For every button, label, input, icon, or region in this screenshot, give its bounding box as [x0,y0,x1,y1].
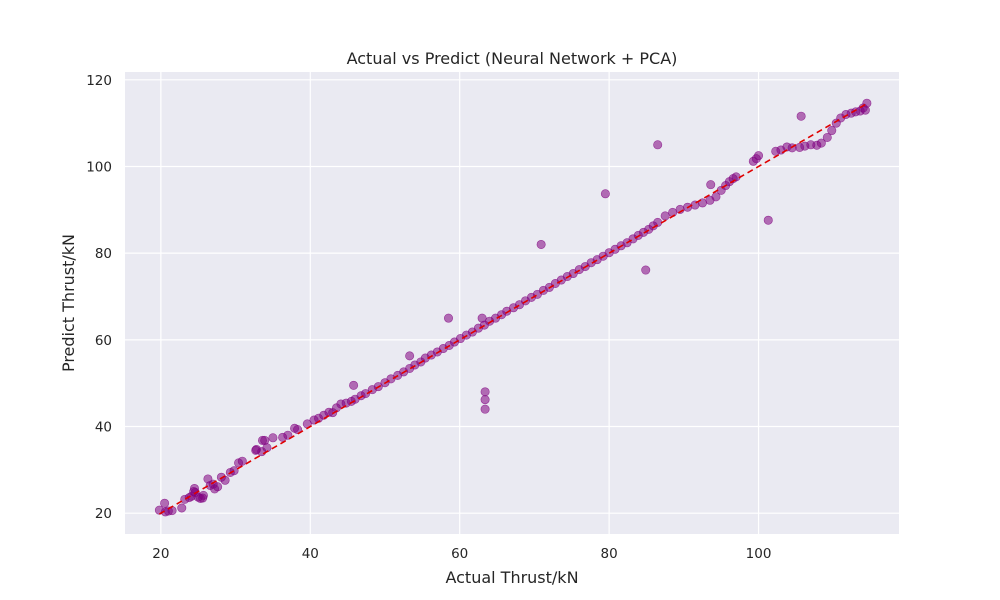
data-point [443,313,453,323]
y-tick-label: 20 [95,506,112,522]
data-point [827,126,837,136]
grid-lines [125,72,899,534]
y-tick-label: 120 [86,73,112,89]
y-axis-label: Predict Thrust/kN [59,234,78,372]
data-point [668,207,678,217]
data-point [706,180,716,190]
data-point [177,503,187,513]
y-tick-label: 80 [95,246,112,262]
data-point [711,192,721,202]
x-tick-labels: 20 40 60 80 100 [152,546,771,562]
x-tick-label: 100 [746,546,772,562]
data-point [641,265,651,275]
data-point [405,351,415,361]
data-point [257,435,267,445]
data-point [293,425,303,435]
data-point [480,395,490,405]
data-point [660,211,670,221]
x-tick-label: 80 [601,546,618,562]
data-point [189,483,199,493]
data-point [754,151,764,161]
y-tick-label: 100 [86,159,112,175]
plot-area [125,72,899,534]
data-point [796,111,806,121]
data-point [237,456,247,466]
data-point [477,313,487,323]
data-point [198,490,208,500]
data-point [600,189,610,199]
data-point [480,387,490,397]
data-point [536,239,546,249]
data-point [349,380,359,390]
data-point [816,138,826,148]
x-tick-label: 40 [302,546,319,562]
data-point [229,466,239,476]
data-point [268,433,278,443]
data-point [653,140,663,150]
data-points [154,98,872,517]
y-tick-label: 40 [95,420,112,436]
y-tick-label: 60 [95,333,112,349]
data-point [480,404,490,414]
data-point [251,444,261,454]
data-point [763,215,773,225]
data-point [822,132,832,142]
reference-line-layer [158,102,868,515]
data-point [283,430,293,440]
y-tick-labels: 20 40 60 80 100 120 [86,73,112,522]
data-point [213,482,223,492]
data-point [160,498,170,508]
x-tick-label: 20 [152,546,169,562]
reference-line [158,102,868,515]
data-point [262,443,272,453]
x-tick-label: 60 [451,546,468,562]
chart-title: Actual vs Predict (Neural Network + PCA) [347,49,678,68]
x-axis-label: Actual Thrust/kN [445,568,578,587]
